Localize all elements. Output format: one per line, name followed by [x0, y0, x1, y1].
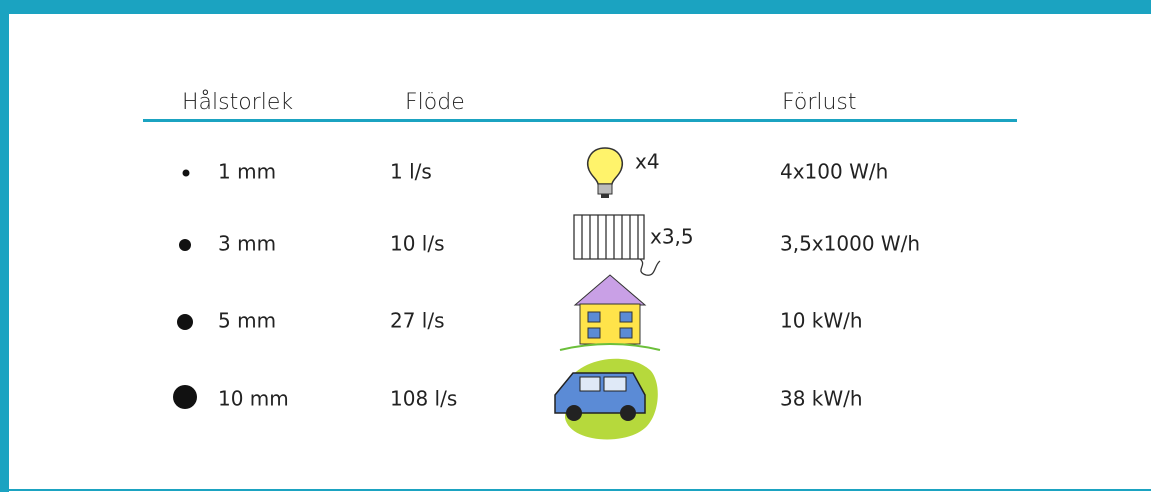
left-border — [0, 0, 9, 492]
bulb-icon — [587, 147, 623, 198]
header-cell: Förlust — [782, 90, 857, 115]
header-rule — [143, 119, 1017, 122]
flow-cell: 1 l/s — [390, 160, 432, 184]
top-border — [0, 0, 1151, 14]
car-icon — [554, 358, 658, 440]
header-cell: Flöde — [405, 90, 465, 115]
flow-cell: 27 l/s — [390, 309, 445, 333]
loss-cell: 4x100 W/h — [780, 160, 888, 184]
flow-cell: 10 l/s — [390, 232, 445, 256]
flow-cell: 108 l/s — [390, 387, 457, 411]
bottom-border — [0, 489, 1151, 491]
header-cell: Hålstorlek — [182, 90, 293, 115]
size-cell: 10 mm — [218, 387, 289, 411]
size-cell: 1 mm — [218, 160, 276, 184]
hole-dot — [177, 314, 193, 330]
multiplier-cell: x4 — [635, 150, 660, 174]
hole-dot — [182, 169, 190, 177]
loss-cell: 10 kW/h — [780, 309, 863, 333]
hole-dot — [173, 385, 197, 409]
size-cell: 5 mm — [218, 309, 276, 333]
size-cell: 3 mm — [218, 232, 276, 256]
house-icon — [559, 274, 661, 351]
loss-cell: 38 kW/h — [780, 387, 863, 411]
loss-cell: 3,5x1000 W/h — [780, 232, 920, 256]
radiator-icon — [573, 214, 661, 276]
hole-dot — [179, 239, 191, 251]
multiplier-cell: x3,5 — [650, 225, 694, 249]
